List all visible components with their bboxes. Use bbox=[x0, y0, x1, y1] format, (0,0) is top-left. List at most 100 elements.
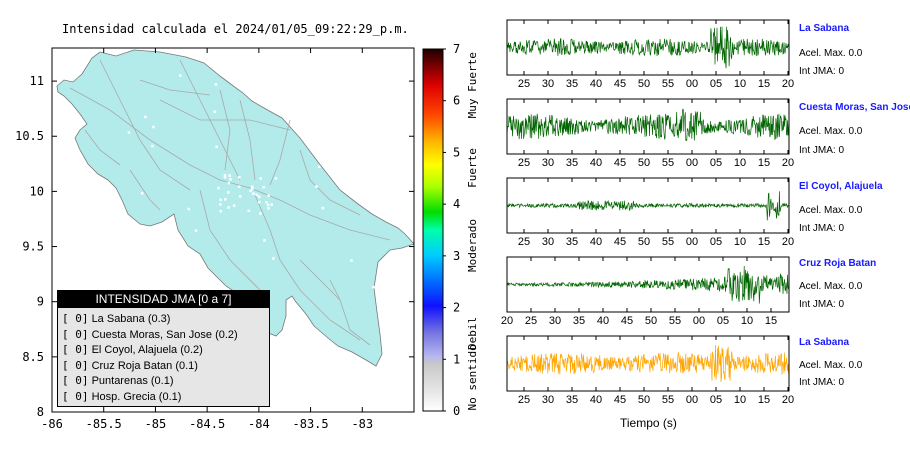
legend-body: [ 0] La Sabana (0.3) [ 0] Cuesta Moras, … bbox=[58, 308, 269, 406]
colorbar-tick-label: 5 bbox=[453, 145, 460, 159]
waveform-tick-label: 40 bbox=[590, 78, 602, 90]
waveform-tick-label: 50 bbox=[638, 394, 650, 406]
town-marker bbox=[262, 185, 265, 189]
panel-1-accel: Acel. Max. 0.0 bbox=[799, 48, 863, 59]
town-marker bbox=[217, 186, 220, 190]
legend-level: [ 0] bbox=[62, 374, 89, 387]
waveform-tick-label: 15 bbox=[758, 236, 770, 248]
panel-3-jma: Int JMA: 0 bbox=[799, 223, 845, 234]
waveform-trace bbox=[506, 191, 789, 221]
colorbar-tick-label: 3 bbox=[453, 249, 460, 263]
town-marker bbox=[152, 125, 155, 129]
waveform-tick-label: 00 bbox=[686, 236, 698, 248]
town-marker bbox=[252, 192, 255, 195]
legend-row: [ 0] El Coyol, Alajuela (0.2) bbox=[62, 343, 269, 359]
waveform-tick-label: 40 bbox=[590, 236, 602, 248]
town-marker bbox=[317, 165, 321, 169]
waveform-tick-label: 15 bbox=[765, 315, 777, 327]
colorbar-category-label: Fuerte bbox=[466, 148, 479, 188]
town-marker bbox=[238, 195, 242, 198]
waveform-tick-label: 15 bbox=[758, 157, 770, 169]
town-marker bbox=[70, 182, 73, 185]
legend-row: [ 0] La Sabana (0.3) bbox=[62, 312, 269, 328]
map-x-ticks: -86 -85.5 -85 -84.5 -84 -83.5 -83 bbox=[41, 48, 373, 431]
legend-level: [ 0] bbox=[62, 312, 89, 325]
town-marker bbox=[227, 191, 230, 194]
waveform-tick-label: 45 bbox=[614, 236, 626, 248]
map-y-ticks: 11 10.5 10 9.5 9 8.5 8 bbox=[15, 74, 414, 419]
town-marker bbox=[158, 227, 162, 230]
town-marker bbox=[255, 193, 258, 197]
waveform-tick-label: 50 bbox=[645, 315, 657, 327]
town-marker bbox=[219, 209, 222, 213]
waveform-tick-label: 35 bbox=[566, 78, 578, 90]
waveform-tick-label: 30 bbox=[549, 315, 561, 327]
town-marker bbox=[160, 285, 164, 288]
map-x-tick-label: -85 bbox=[145, 417, 167, 431]
town-marker bbox=[227, 206, 230, 209]
waveform-tick-label: 00 bbox=[686, 394, 698, 406]
town-marker bbox=[270, 203, 273, 206]
panel-2-jma: Int JMA: 0 bbox=[799, 145, 845, 156]
waveform-tick-label: 35 bbox=[566, 394, 578, 406]
waveform-tick-label: 05 bbox=[710, 78, 722, 90]
town-marker bbox=[223, 175, 227, 179]
waveform-trace bbox=[506, 344, 790, 383]
town-marker bbox=[247, 209, 251, 213]
waveform-tick-label: 50 bbox=[638, 78, 650, 90]
waveform-trace bbox=[506, 265, 790, 304]
town-markers bbox=[70, 60, 375, 328]
road-line bbox=[254, 194, 361, 341]
panel-4-accel: Acel. Max. 0.0 bbox=[799, 281, 863, 292]
legend-station: Hosp. Grecia (0.1) bbox=[91, 390, 182, 403]
waveform-tick-label: 25 bbox=[518, 394, 530, 406]
road-line bbox=[299, 149, 361, 216]
panel-1-station-name: La Sabana bbox=[799, 23, 850, 34]
waveform-tick-label: 35 bbox=[573, 315, 585, 327]
town-marker bbox=[350, 259, 353, 262]
town-marker bbox=[330, 128, 334, 131]
town-marker bbox=[265, 200, 268, 204]
town-marker bbox=[339, 141, 343, 145]
waveform-tick-label: 25 bbox=[518, 236, 530, 248]
intensity-legend: INTENSIDAD JMA [0 a 7] [ 0] La Sabana (0… bbox=[57, 290, 270, 407]
panel-4-station-name: Cruz Roja Batan bbox=[799, 258, 877, 269]
waveform-tick-label: 05 bbox=[710, 236, 722, 248]
road-line bbox=[84, 129, 121, 166]
town-marker bbox=[113, 251, 117, 255]
map-x-tick-label: -83.5 bbox=[293, 417, 329, 431]
waveform-tick-label: 10 bbox=[741, 315, 753, 327]
map-y-tick-label: 11 bbox=[30, 74, 44, 88]
road-line bbox=[239, 99, 256, 181]
costa-rica-landmass bbox=[56, 49, 415, 367]
legend-header: INTENSIDAD JMA [0 a 7] bbox=[58, 291, 269, 308]
waveform-panel-1: 25 30 35 40 45 50 55 00 05 10 15 20 bbox=[506, 19, 794, 90]
chart-title: Intensidad calculada el 2024/01/05_09:22… bbox=[62, 22, 409, 36]
road-line bbox=[69, 87, 251, 189]
town-marker bbox=[178, 275, 181, 279]
legend-level: [ 0] bbox=[62, 343, 89, 356]
waveform-panels: 25 30 35 40 45 50 55 00 05 10 15 20 25 30 35 40 45 50 55 00… bbox=[501, 19, 794, 406]
colorbar-category-label: Muy Fuerte bbox=[466, 52, 479, 118]
waveform-tick-label: 40 bbox=[590, 394, 602, 406]
town-marker bbox=[219, 203, 222, 206]
waveform-tick-label: 00 bbox=[686, 78, 698, 90]
colorbar-tick-label: 7 bbox=[453, 42, 460, 56]
town-marker bbox=[224, 198, 227, 201]
waveform-tick-label: 20 bbox=[782, 78, 794, 90]
town-marker bbox=[260, 77, 263, 80]
map-x-tick-label: -84 bbox=[248, 417, 270, 431]
waveform-tick-label: 30 bbox=[542, 78, 554, 90]
town-marker bbox=[267, 194, 270, 198]
colorbar-ticks: 0 1 2 3 4 5 6 7 bbox=[443, 42, 460, 418]
town-marker bbox=[238, 176, 241, 179]
waveform-panel-2: 25 30 35 40 45 50 55 00 05 10 15 20 bbox=[506, 98, 794, 169]
town-marker bbox=[227, 181, 231, 185]
road-line bbox=[99, 59, 191, 191]
road-line bbox=[249, 187, 391, 241]
road-line bbox=[129, 169, 161, 211]
map-x-tick-label: -84.5 bbox=[189, 417, 225, 431]
waveform-tick-label: 20 bbox=[782, 157, 794, 169]
